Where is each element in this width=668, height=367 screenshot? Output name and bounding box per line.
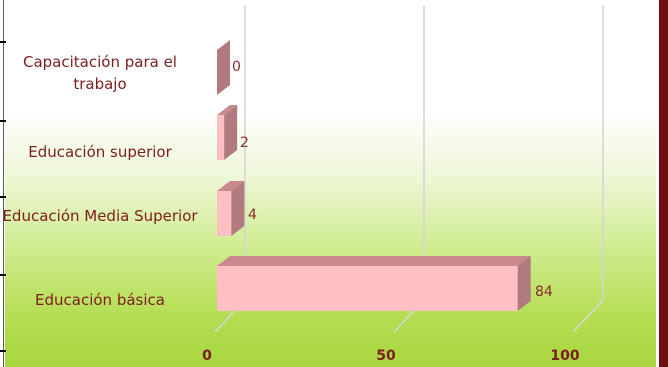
edge-tick: [0, 274, 6, 276]
edge-tick: [0, 120, 6, 122]
category-label: Capacitación para el trabajo: [23, 53, 177, 93]
right-border-band: [659, 0, 668, 367]
x-tick-label: 50: [376, 348, 396, 364]
data-label: 0: [232, 59, 241, 75]
bar: [217, 191, 232, 236]
category-label: Educación básica: [35, 291, 165, 309]
bar: [217, 266, 518, 311]
bar-top: [217, 105, 238, 115]
bar-side: [224, 105, 238, 160]
bar-side: [231, 181, 245, 236]
x-tick-label: 0: [202, 348, 212, 364]
data-label: 4: [248, 207, 257, 223]
x-tick-label: 100: [550, 348, 580, 364]
category-label: Educación Media Superior: [2, 207, 198, 225]
floor-gridline: [572, 299, 604, 333]
bar-top: [217, 256, 531, 266]
left-border: [3, 0, 4, 367]
edge-tick: [0, 350, 6, 352]
bar-side: [217, 40, 230, 95]
data-label: 2: [240, 135, 249, 151]
category-label: Educación superior: [28, 143, 172, 161]
edge-tick: [0, 196, 6, 198]
edge-tick: [0, 41, 6, 43]
bar-top: [217, 181, 245, 191]
bar: [217, 115, 225, 160]
bar-side: [517, 256, 531, 311]
data-label: 84: [535, 284, 553, 300]
